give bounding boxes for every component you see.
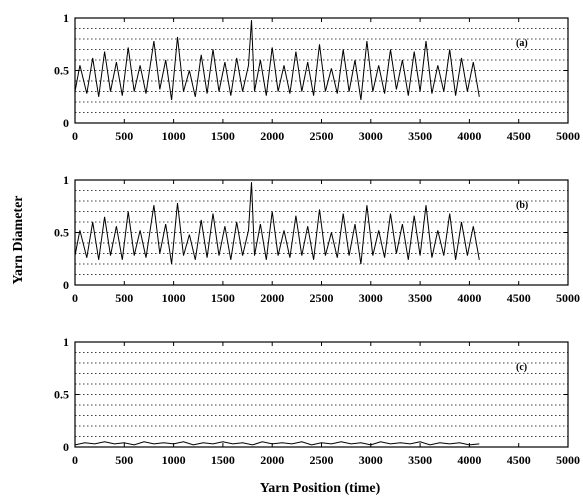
- x-tick-label-a-9: 4500: [507, 129, 531, 143]
- y-tick-label-b-1: 0.5: [54, 226, 69, 240]
- x-axis-title: Yarn Position (time): [260, 481, 381, 496]
- panel-label-b: (b): [516, 200, 528, 211]
- x-tick-label-b-4: 2000: [260, 291, 284, 305]
- y-axis-title: Yarn Diameter: [11, 195, 26, 284]
- x-tick-label-b-3: 1500: [211, 291, 235, 305]
- axes-frame-c: [74, 341, 569, 448]
- x-tick-label-b-5: 2500: [310, 291, 334, 305]
- x-tick-label-b-1: 500: [115, 291, 133, 305]
- panel-a: 0 500 1000 1500 2000 2500 3000 3500 4000 4500 5000…: [54, 11, 580, 143]
- x-tick-label-a-10: 5000: [556, 129, 580, 143]
- panel-c: 0 500 1000 1500 2000 2500 3000 3500 4000 4500 5000…: [54, 335, 580, 467]
- x-tick-label-c-9: 4500: [507, 453, 531, 467]
- series-line-a-0: [74, 20, 480, 100]
- x-tick-label-c-7: 3500: [408, 453, 432, 467]
- x-tick-label-b-7: 3500: [408, 291, 432, 305]
- x-tick-label-b-10: 5000: [556, 291, 580, 305]
- y-tick-label-c-2: 1: [63, 335, 69, 349]
- x-tick-label-a-1: 500: [115, 129, 133, 143]
- x-tick-label-b-2: 1000: [162, 291, 186, 305]
- x-tick-label-a-0: 0: [72, 129, 78, 143]
- x-tick-label-b-6: 3000: [359, 291, 383, 305]
- panel-label-a: (a): [516, 38, 528, 49]
- y-tick-label-b-2: 1: [63, 173, 69, 187]
- y-tick-label-a-0: 0: [63, 116, 69, 130]
- y-tick-label-c-0: 0: [63, 440, 69, 454]
- series-line-c-0: [74, 441, 480, 446]
- y-tick-label-a-2: 1: [63, 11, 69, 25]
- x-tick-label-c-6: 3000: [359, 453, 383, 467]
- x-tick-label-a-5: 2500: [310, 129, 334, 143]
- panel-b: 0 500 1000 1500 2000 2500 3000 3500 4000 4500 5000…: [54, 173, 580, 305]
- x-tick-label-a-3: 1500: [211, 129, 235, 143]
- x-tick-label-a-6: 3000: [359, 129, 383, 143]
- y-tick-label-c-1: 0.5: [54, 388, 69, 402]
- x-tick-label-a-2: 1000: [162, 129, 186, 143]
- x-tick-label-a-4: 2000: [260, 129, 284, 143]
- x-tick-label-c-10: 5000: [556, 453, 580, 467]
- x-tick-label-b-8: 4000: [457, 291, 481, 305]
- x-tick-label-b-0: 0: [72, 291, 78, 305]
- series-line-b-0: [74, 182, 480, 265]
- x-tick-label-c-2: 1000: [162, 453, 186, 467]
- x-tick-label-c-1: 500: [115, 453, 133, 467]
- x-tick-label-a-8: 4000: [457, 129, 481, 143]
- y-tick-label-a-1: 0.5: [54, 64, 69, 78]
- x-tick-label-b-9: 4500: [507, 291, 531, 305]
- x-tick-label-c-3: 1500: [211, 453, 235, 467]
- x-tick-label-c-8: 4000: [457, 453, 481, 467]
- x-tick-label-c-0: 0: [72, 453, 78, 467]
- x-tick-label-c-4: 2000: [260, 453, 284, 467]
- axes-frame-b: [74, 179, 569, 286]
- panel-label-c: (c): [516, 362, 527, 373]
- y-tick-label-b-0: 0: [63, 278, 69, 292]
- x-tick-label-a-7: 3500: [408, 129, 432, 143]
- x-tick-label-c-5: 2500: [310, 453, 334, 467]
- panels: 0 500 1000 1500 2000 2500 3000 3500 4000 4500 5000…: [54, 11, 580, 467]
- axes-frame-a: [74, 17, 569, 124]
